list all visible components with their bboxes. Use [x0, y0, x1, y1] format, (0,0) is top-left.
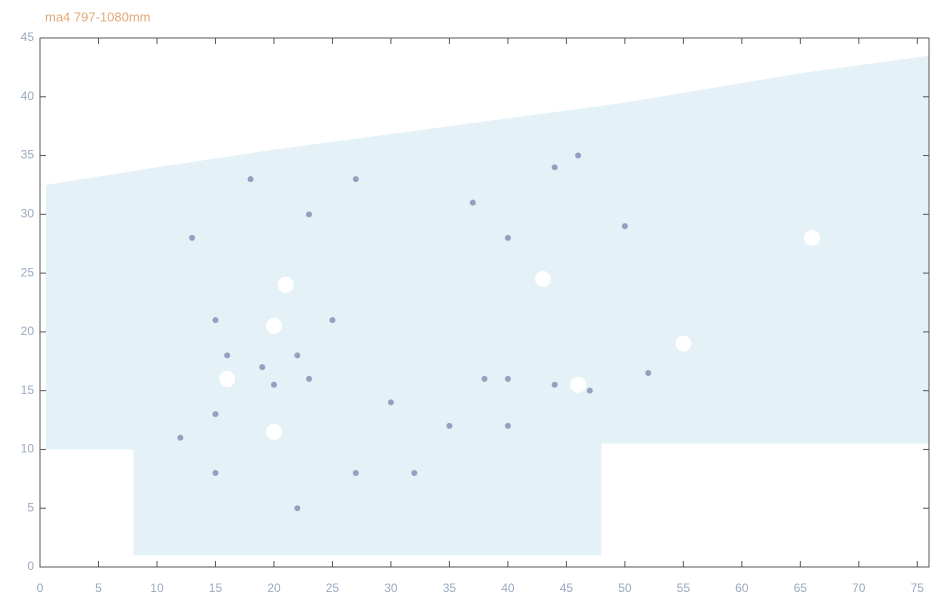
- spot: [271, 382, 277, 388]
- x-tick-label: 5: [95, 581, 102, 595]
- spot: [306, 376, 312, 382]
- x-tick-label: 50: [618, 581, 632, 595]
- spot: [622, 223, 628, 229]
- spot: [388, 399, 394, 405]
- spot: [248, 176, 254, 182]
- spot: [470, 200, 476, 206]
- spot: [294, 505, 300, 511]
- spot: [411, 470, 417, 476]
- spot: [645, 370, 651, 376]
- x-tick-label: 40: [501, 581, 515, 595]
- spot: [212, 411, 218, 417]
- spot: [552, 164, 558, 170]
- spot: [570, 377, 586, 393]
- x-tick-label: 20: [267, 581, 281, 595]
- spot: [482, 376, 488, 382]
- spot: [278, 277, 294, 293]
- y-tick-label: 10: [21, 442, 35, 456]
- spot: [219, 371, 235, 387]
- spot: [575, 153, 581, 159]
- spot: [552, 382, 558, 388]
- spot: [587, 388, 593, 394]
- y-tick-label: 45: [21, 30, 35, 44]
- y-tick-label: 20: [21, 324, 35, 338]
- spot: [505, 423, 511, 429]
- chart: ma4 797-1080mm 0510152025303540455055606…: [0, 0, 944, 605]
- chart-title: ma4 797-1080mm: [45, 9, 151, 24]
- spot: [266, 318, 282, 334]
- x-tick-label: 25: [326, 581, 340, 595]
- spot: [329, 317, 335, 323]
- y-tick-label: 40: [21, 89, 35, 103]
- scan-region: [46, 56, 929, 556]
- x-tick-label: 70: [852, 581, 866, 595]
- x-tick-label: 0: [37, 581, 44, 595]
- spot: [212, 470, 218, 476]
- spot: [353, 470, 359, 476]
- x-tick-label: 35: [443, 581, 457, 595]
- y-tick-label: 30: [21, 207, 35, 221]
- x-tick-label: 30: [384, 581, 398, 595]
- spot: [306, 211, 312, 217]
- x-tick-label: 65: [794, 581, 808, 595]
- spot: [505, 376, 511, 382]
- spot: [266, 424, 282, 440]
- spot: [535, 271, 551, 287]
- spot: [446, 423, 452, 429]
- spot: [294, 352, 300, 358]
- x-tick-label: 45: [560, 581, 574, 595]
- x-tick-label: 10: [150, 581, 164, 595]
- x-tick-label: 55: [677, 581, 691, 595]
- y-tick-label: 0: [27, 559, 34, 573]
- spot: [804, 230, 820, 246]
- spot: [353, 176, 359, 182]
- y-tick-label: 25: [21, 265, 35, 279]
- y-tick-label: 35: [21, 148, 35, 162]
- spot: [224, 352, 230, 358]
- x-tick-label: 75: [911, 581, 925, 595]
- spot: [177, 435, 183, 441]
- x-tick-label: 15: [209, 581, 223, 595]
- x-tick-label: 60: [735, 581, 749, 595]
- spot: [505, 235, 511, 241]
- spot: [259, 364, 265, 370]
- spot: [189, 235, 195, 241]
- spot: [675, 336, 691, 352]
- spot: [212, 317, 218, 323]
- y-tick-label: 5: [27, 500, 34, 514]
- y-tick-label: 15: [21, 383, 35, 397]
